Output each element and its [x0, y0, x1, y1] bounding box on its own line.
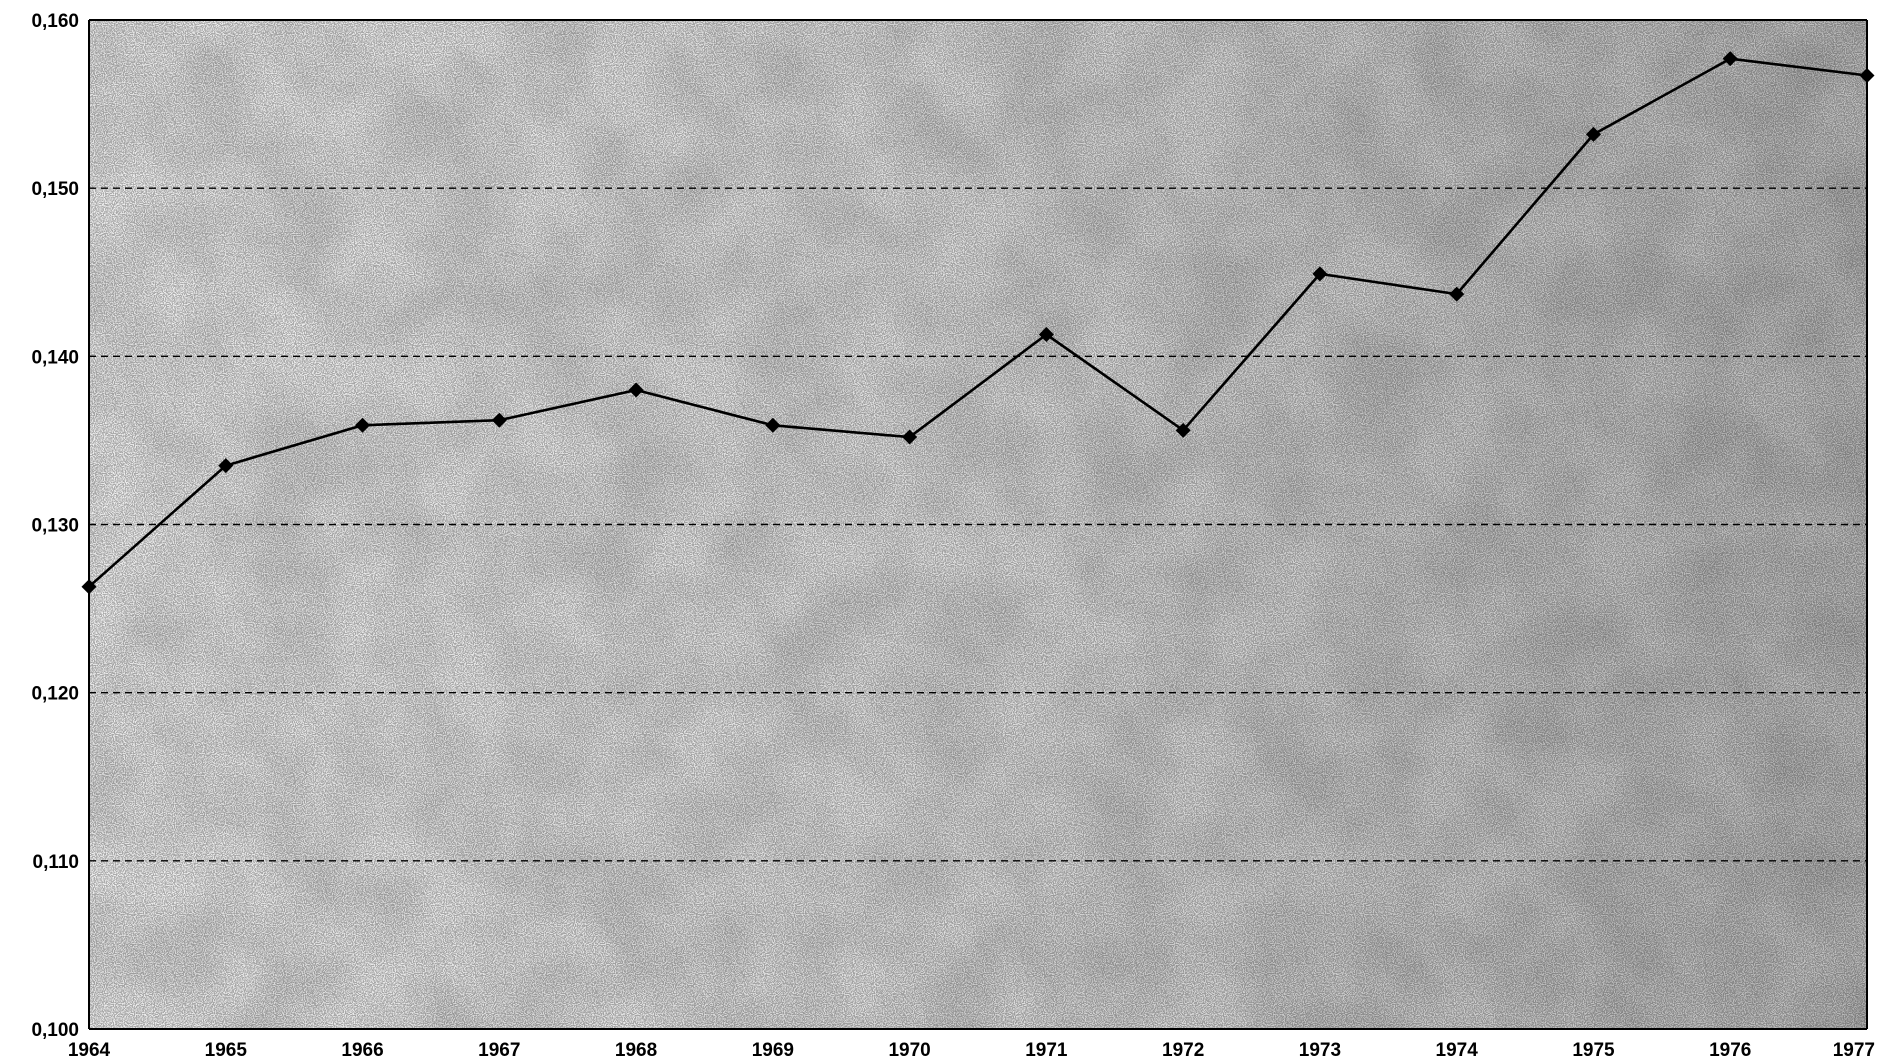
data-point-marker [81, 579, 97, 595]
x-tick-label: 1971 [1025, 1040, 1068, 1061]
x-tick-label: 1968 [615, 1040, 657, 1061]
data-series [81, 51, 1875, 595]
data-point-marker [902, 429, 918, 445]
x-tick-label: 1964 [68, 1040, 111, 1061]
axes [88, 19, 1868, 1030]
data-point-marker [1312, 266, 1328, 282]
x-tick-label: 1970 [888, 1040, 930, 1061]
data-point-marker [628, 382, 644, 398]
x-tick-label: 1966 [341, 1040, 383, 1061]
y-tick-label: 0,110 [33, 852, 80, 873]
data-point-marker [1859, 67, 1875, 83]
x-tick-label: 1972 [1162, 1040, 1204, 1061]
data-point-marker [1585, 126, 1601, 142]
data-point-marker [355, 417, 371, 433]
x-tick-label: 1976 [1709, 1040, 1751, 1061]
x-tick-labels: 1964 1965 1966 1967 1968 1969 1970 1971 1972 1973… [68, 1040, 1875, 1061]
y-tick-label: 0,130 [31, 516, 79, 537]
data-point-marker [491, 412, 507, 428]
data-point-marker [1175, 422, 1191, 438]
data-point-marker [1722, 51, 1738, 67]
data-point-marker [218, 458, 234, 474]
y-tick-label: 0,150 [31, 179, 79, 200]
x-tick-label: 1969 [752, 1040, 794, 1061]
y-tick-label: 0,140 [31, 347, 79, 368]
grid-lines [89, 187, 1867, 862]
x-tick-label: 1975 [1572, 1040, 1615, 1061]
x-tick-label: 1977 [1833, 1040, 1875, 1061]
series-line [88, 57, 1868, 588]
y-tick-label: 0,120 [31, 684, 79, 705]
data-point-marker [765, 417, 781, 433]
y-tick-label: 0,100 [31, 1020, 79, 1041]
x-tick-label: 1973 [1299, 1040, 1341, 1061]
x-tick-label: 1967 [478, 1040, 520, 1061]
y-tick-label: 0,160 [31, 11, 79, 32]
data-point-marker [1449, 286, 1465, 302]
data-point-marker [1038, 326, 1054, 342]
x-tick-label: 1965 [205, 1040, 248, 1061]
x-tick-label: 1974 [1436, 1040, 1479, 1061]
y-tick-labels: 0,100 0,110 0,120 0,130 0,140 0,150 0,160 [31, 11, 79, 1041]
